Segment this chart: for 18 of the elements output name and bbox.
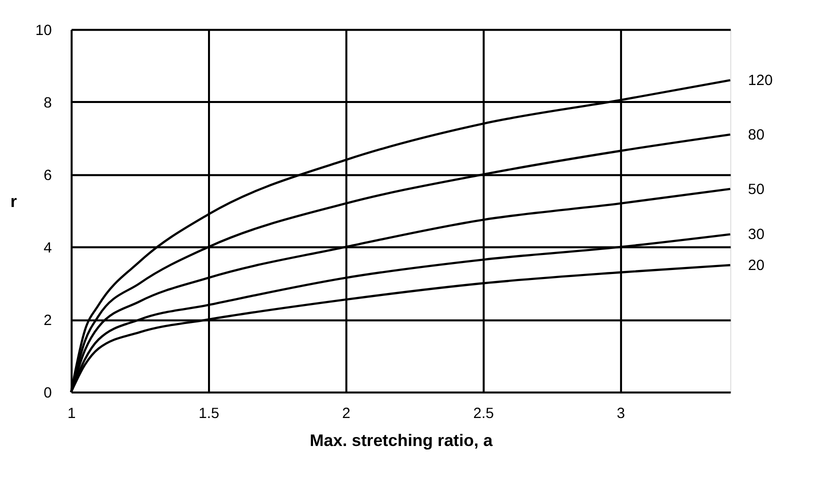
y-tick-label: 0	[44, 385, 52, 402]
y-tick-label: 8	[44, 95, 52, 112]
series-label: 50	[748, 182, 765, 198]
y-axis-title: r	[10, 192, 18, 212]
series-label: 120	[748, 73, 773, 90]
series-label: 80	[748, 127, 765, 144]
x-tick-label: 1.5	[198, 406, 220, 422]
x-tick-label: 1	[68, 406, 76, 422]
x-tick-label: 2.5	[473, 406, 494, 422]
series-label: 30	[748, 227, 765, 244]
y-tick-label: 10	[35, 22, 52, 39]
x-tick-label: 3	[616, 406, 626, 422]
y-tick-label: 2	[44, 312, 52, 329]
x-tick-label: 2	[342, 406, 350, 422]
y-tick-label: 6	[44, 168, 52, 184]
y-tick-label: 4	[44, 240, 52, 256]
series-label: 20	[748, 258, 765, 274]
x-axis-title: Max. stretching ratio, a	[310, 430, 494, 450]
